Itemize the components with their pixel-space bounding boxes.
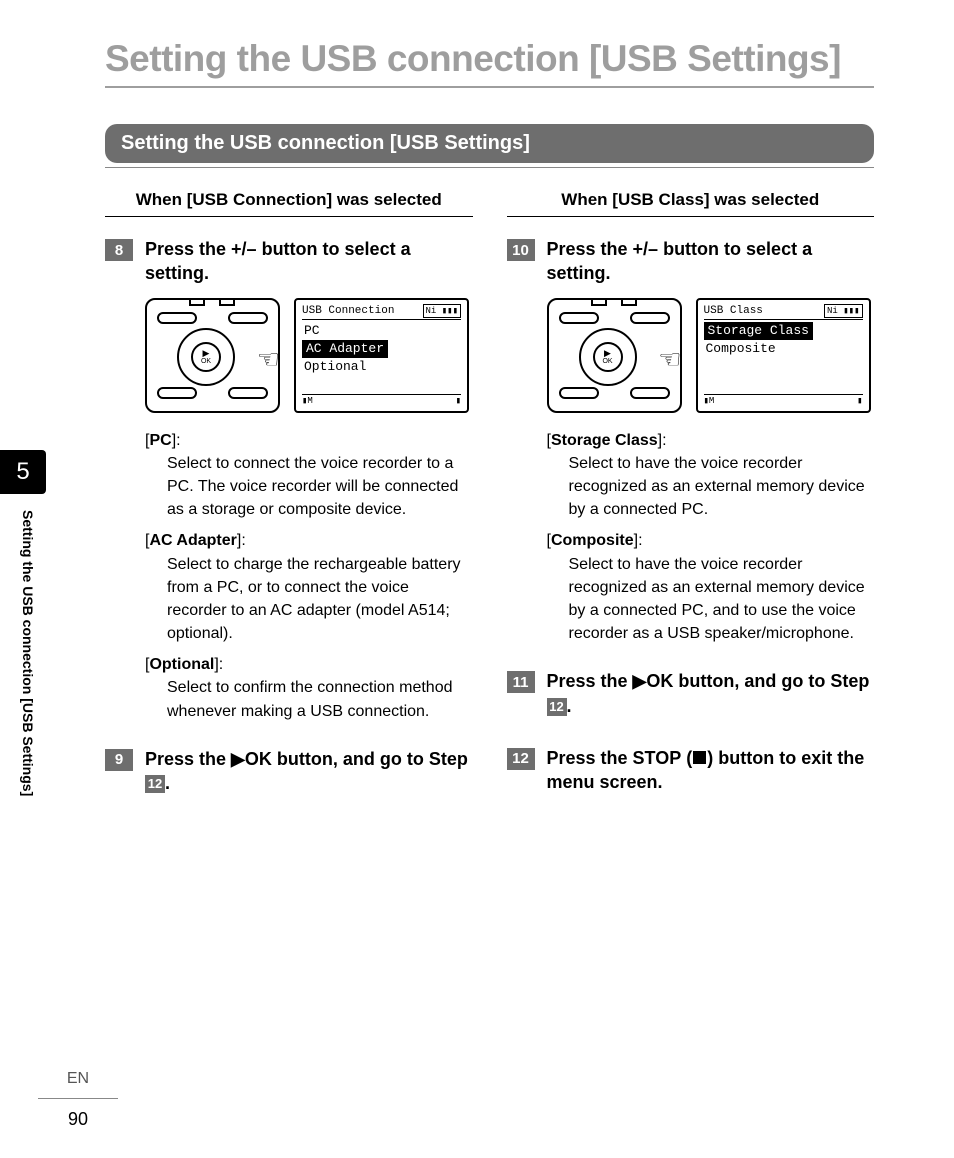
screen-option: Optional xyxy=(302,358,461,376)
illustration-row: OK ☜ USB Connection Ni ▮▮▮ PCAC AdapterOp… xyxy=(145,298,473,413)
stop-icon xyxy=(693,751,706,764)
text: ] was selected xyxy=(704,190,819,209)
text: Press the xyxy=(547,748,633,768)
step-title: Press the ▶OK button, and go to Step 12. xyxy=(547,669,875,718)
text: ] was selected xyxy=(326,190,441,209)
text-bold: OK xyxy=(245,749,272,769)
lcd-screen-illustration: USB Connection Ni ▮▮▮ PCAC AdapterOptiona… xyxy=(294,298,469,413)
step-number: 9 xyxy=(105,749,133,771)
text: ) xyxy=(707,748,718,768)
left-column: When [USB Connection] was selected 8 Pre… xyxy=(105,190,473,823)
right-column: When [USB Class] was selected 10 Press t… xyxy=(507,190,875,823)
text-bold: STOP xyxy=(633,748,682,768)
screen-option: Storage Class xyxy=(704,322,863,340)
definition-term: [PC]: xyxy=(145,429,473,452)
definition-body: Select to connect the voice recorder to … xyxy=(167,452,473,522)
screen-title: USB Class xyxy=(704,304,763,319)
screen-option: Composite xyxy=(704,340,863,358)
screen-option: PC xyxy=(302,322,461,340)
text: button, and go to Step xyxy=(673,671,869,691)
definition-body: Select to have the voice recorder recogn… xyxy=(569,452,875,522)
page-title: Setting the USB connection [USB Settings… xyxy=(105,38,874,88)
step-9: 9 Press the ▶OK button, and go to Step 1… xyxy=(105,747,473,808)
step-title: Press the +/– button to select a setting… xyxy=(547,237,875,286)
definition-body: Select to confirm the connection method … xyxy=(167,676,473,722)
battery-icon: Ni ▮▮▮ xyxy=(423,304,461,319)
step-12: 12 Press the STOP () button to exit the … xyxy=(507,746,875,807)
step-11: 11 Press the ▶OK button, and go to Step … xyxy=(507,669,875,730)
step-10: 10 Press the +/– button to select a sett… xyxy=(507,237,875,653)
step-8: 8 Press the +/– button to select a setti… xyxy=(105,237,473,731)
step-title: Press the ▶OK button, and go to Step 12. xyxy=(145,747,473,796)
step-reference: 12 xyxy=(145,775,165,793)
screen-footer: ▮ xyxy=(456,395,461,407)
step-number: 11 xyxy=(507,671,535,693)
screen-footer: ▮ xyxy=(857,395,862,407)
battery-icon: Ni ▮▮▮ xyxy=(824,304,862,319)
page-number: 90 xyxy=(38,1109,118,1130)
illustration-row: OK ☜ USB Class Ni ▮▮▮ Storage ClassCompos… xyxy=(547,298,875,413)
definition-list: [PC]:Select to connect the voice recorde… xyxy=(145,429,473,723)
text-bold: OK xyxy=(646,671,673,691)
definition-term: [Optional]: xyxy=(145,653,473,676)
section-rule xyxy=(105,167,874,168)
definition-term: [AC Adapter]: xyxy=(145,529,473,552)
manual-page: 5 Setting the USB connection [USB Settin… xyxy=(0,0,954,1158)
text-bold: USB Class xyxy=(618,190,704,209)
definition-body: Select to charge the rechargeable batter… xyxy=(167,553,473,646)
definition-term: [Storage Class]: xyxy=(547,429,875,452)
text: . xyxy=(165,773,170,793)
text: When [ xyxy=(561,190,618,209)
text: When [ xyxy=(136,190,193,209)
step-title: Press the +/– button to select a setting… xyxy=(145,237,473,286)
step-number: 8 xyxy=(105,239,133,261)
content-columns: When [USB Connection] was selected 8 Pre… xyxy=(105,190,874,823)
language-code: EN xyxy=(38,1070,118,1094)
definition-term: [Composite]: xyxy=(547,529,875,552)
step-reference: 12 xyxy=(547,698,567,716)
screen-footer: ▮M xyxy=(302,395,313,407)
section-heading: Setting the USB connection [USB Settings… xyxy=(105,124,874,163)
side-running-head: Setting the USB connection [USB Settings… xyxy=(10,510,36,860)
device-illustration: OK ☜ xyxy=(145,298,280,413)
left-column-heading: When [USB Connection] was selected xyxy=(105,190,473,217)
step-title: Press the STOP () button to exit the men… xyxy=(547,746,875,795)
lcd-screen-illustration: USB Class Ni ▮▮▮ Storage ClassComposite ▮… xyxy=(696,298,871,413)
device-illustration: OK ☜ xyxy=(547,298,682,413)
pointing-hand-icon: ☜ xyxy=(257,344,280,375)
screen-title: USB Connection xyxy=(302,304,394,319)
text: button, and go to Step xyxy=(272,749,468,769)
screen-option: AC Adapter xyxy=(302,340,461,358)
page-footer: EN 90 xyxy=(38,1070,118,1130)
step-number: 12 xyxy=(507,748,535,770)
text-bold: USB Connection xyxy=(192,190,326,209)
definition-body: Select to have the voice recorder recogn… xyxy=(569,553,875,646)
pointing-hand-icon: ☜ xyxy=(658,344,681,375)
definition-list: [Storage Class]:Select to have the voice… xyxy=(547,429,875,646)
text: Press the ▶ xyxy=(547,671,647,691)
chapter-tab: 5 xyxy=(0,450,46,494)
text: ( xyxy=(681,748,692,768)
text: . xyxy=(567,696,572,716)
text: Press the ▶ xyxy=(145,749,245,769)
right-column-heading: When [USB Class] was selected xyxy=(507,190,875,217)
step-number: 10 xyxy=(507,239,535,261)
screen-footer: ▮M xyxy=(704,395,715,407)
